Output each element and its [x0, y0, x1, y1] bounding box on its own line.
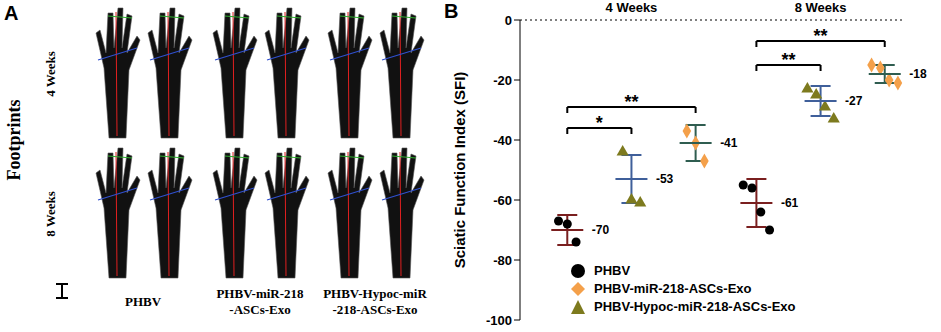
svg-text:-41: -41: [720, 136, 738, 150]
svg-text:4 Weeks: 4 Weeks: [43, 51, 58, 97]
svg-text:8 Weeks: 8 Weeks: [43, 191, 58, 237]
svg-text:A: A: [4, 2, 18, 24]
svg-text:Sciatic Function Index (SFI): Sciatic Function Index (SFI): [451, 72, 468, 269]
html-text:PHBV: PHBV: [594, 263, 631, 278]
svg-text:-18: -18: [909, 67, 927, 81]
svg-text:4 Weeks: 4 Weeks: [606, 0, 658, 15]
svg-text:-53: -53: [656, 172, 674, 186]
svg-text:-100: -100: [486, 313, 512, 328]
svg-text:**: **: [814, 26, 828, 46]
svg-text:PHBV-miR-218-ASCs-Exo: PHBV-miR-218-ASCs-Exo: [216, 286, 304, 317]
svg-text:PHBV: PHBV: [125, 294, 162, 309]
svg-text:Footprints: Footprints: [4, 100, 24, 181]
html-text:B: B: [444, 0, 459, 22]
svg-text:0: 0: [505, 13, 512, 28]
svg-text:-40: -40: [493, 133, 512, 148]
svg-text:-80: -80: [493, 253, 512, 268]
svg-text:-60: -60: [493, 193, 512, 208]
svg-text:-70: -70: [592, 223, 610, 237]
svg-text:**: **: [781, 50, 795, 70]
svg-text:-61: -61: [781, 196, 799, 210]
svg-text:-20: -20: [493, 73, 512, 88]
svg-text:**: **: [624, 92, 638, 112]
svg-text:PHBV-Hypoc-miR-218-ASCs-Exo: PHBV-Hypoc-miR-218-ASCs-Exo: [323, 286, 427, 317]
html-text:PHBV-miR-218-ASCs-Exo: PHBV-miR-218-ASCs-Exo: [594, 281, 752, 296]
svg-text:*: *: [596, 113, 603, 133]
html-text:PHBV-Hypoc-miR-218-ASCs-Exo: PHBV-Hypoc-miR-218-ASCs-Exo: [594, 299, 796, 314]
svg-text:8 Weeks: 8 Weeks: [795, 0, 847, 15]
svg-text:-27: -27: [845, 94, 863, 108]
